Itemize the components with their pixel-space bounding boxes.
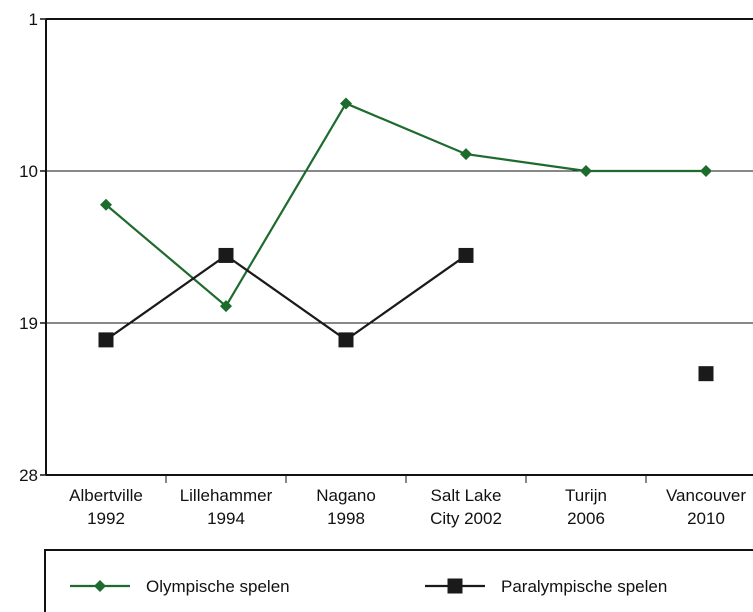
data-point [698, 366, 714, 382]
x-tick-label: Lillehammer [180, 486, 273, 505]
x-tick-label: 1992 [87, 509, 125, 528]
y-tick-label: 10 [19, 162, 38, 181]
data-point [700, 165, 712, 177]
legend-box [44, 549, 753, 612]
data-point [100, 198, 112, 211]
x-tick-label: Turijn [565, 486, 607, 505]
x-tick-label: 1998 [327, 509, 365, 528]
data-point [580, 165, 592, 177]
legend-label: Olympische spelen [146, 577, 290, 596]
data-point [220, 300, 232, 313]
data-point [218, 247, 234, 263]
legend-marker [94, 580, 106, 592]
y-tick-label: 1 [29, 10, 38, 29]
x-tick-label: Salt Lake [431, 486, 502, 505]
x-tick-label: City 2002 [430, 509, 502, 528]
data-point [458, 247, 474, 263]
legend-marker [447, 578, 463, 594]
x-tick-label: Nagano [316, 486, 376, 505]
x-tick-label: Albertville [69, 486, 143, 505]
data-point [460, 148, 472, 161]
x-tick-label: 2006 [567, 509, 605, 528]
legend-label: Paralympische spelen [501, 577, 667, 596]
x-tick-label: 1994 [207, 509, 245, 528]
x-tick-label: Vancouver [666, 486, 746, 505]
series-line [105, 254, 467, 342]
data-point [338, 332, 354, 348]
series-line [105, 102, 706, 308]
data-point [340, 97, 352, 110]
data-point [98, 332, 114, 348]
y-tick-label: 19 [19, 314, 38, 333]
x-tick-label: 2010 [687, 509, 725, 528]
y-tick-label: 28 [19, 466, 38, 485]
